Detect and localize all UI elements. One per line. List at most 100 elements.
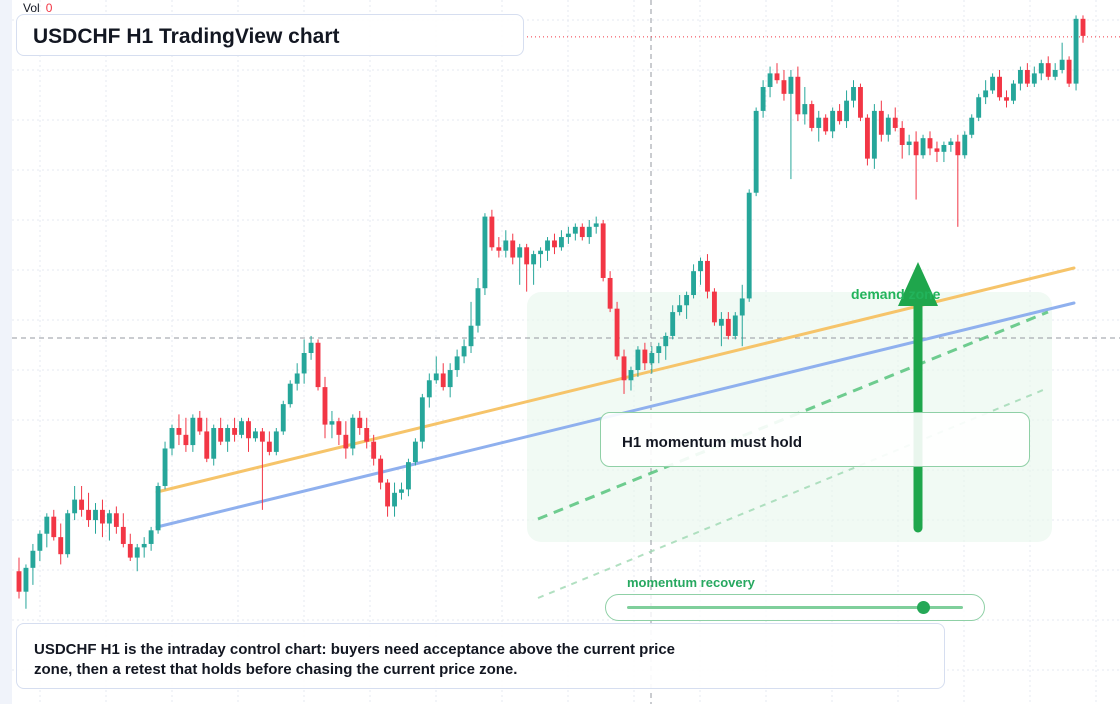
candle-body	[440, 373, 446, 388]
candle-body	[538, 250, 544, 255]
candle-body	[774, 73, 780, 81]
candle-body	[100, 509, 105, 524]
candle-body	[844, 100, 849, 122]
candle-body	[392, 492, 397, 507]
candle-body	[51, 516, 57, 538]
candle-body	[385, 482, 391, 507]
candle-body	[600, 223, 606, 278]
candle-body	[746, 192, 752, 299]
candle-body	[718, 318, 724, 326]
candle-body	[350, 417, 356, 449]
candle-body	[190, 417, 196, 446]
candle-body	[649, 353, 655, 364]
candle-body	[16, 571, 22, 592]
candle-body	[433, 373, 439, 381]
candle-body	[246, 421, 251, 439]
candle-body	[106, 513, 112, 524]
candle-body	[30, 550, 36, 568]
candle-body	[218, 428, 224, 442]
candle-body	[253, 431, 258, 439]
candle-body	[767, 73, 773, 88]
candle-body	[343, 434, 349, 449]
candle-body	[329, 421, 335, 425]
candle-body	[1045, 63, 1051, 77]
candle-body	[635, 349, 641, 371]
candle-body	[621, 356, 627, 381]
candle-body	[1031, 73, 1037, 84]
candle-body	[23, 567, 29, 592]
candle-body	[524, 247, 530, 265]
candle-body	[1004, 97, 1009, 101]
candle-body	[176, 428, 182, 435]
candle-body	[273, 431, 279, 452]
candle-body	[482, 216, 488, 289]
vol-value: 0	[45, 1, 53, 15]
candle-body	[259, 431, 265, 442]
candle-body	[426, 380, 432, 398]
candle-body	[79, 499, 85, 510]
candle-body	[753, 110, 759, 193]
candle-body	[225, 428, 231, 442]
candle-body	[447, 370, 453, 388]
candle-body	[204, 431, 210, 459]
candle-body	[378, 458, 384, 483]
candle-body	[816, 117, 822, 128]
candle-body	[851, 87, 856, 101]
title-panel: USDCHF H1 TradingView chart	[16, 14, 524, 56]
candle-body	[788, 76, 794, 94]
candle-body	[287, 383, 293, 405]
candle-body	[86, 509, 91, 521]
candle-body	[503, 240, 509, 251]
candle-body	[565, 233, 571, 238]
candle-body	[698, 260, 703, 272]
candle-body	[468, 325, 474, 347]
momentum-knob[interactable]	[916, 601, 930, 614]
candle-body	[614, 308, 620, 357]
footer-panel: USDCHF H1 is the intraday control chart:…	[16, 623, 945, 689]
candle-body	[475, 288, 481, 326]
candle-body	[934, 148, 940, 152]
candle-body	[72, 499, 78, 514]
candle-body	[169, 428, 175, 449]
candle-body	[1024, 69, 1030, 84]
momentum-slider[interactable]	[605, 594, 985, 621]
candle-body	[239, 421, 244, 435]
candle-body	[823, 117, 829, 132]
candle-body	[148, 530, 154, 544]
candle-body	[454, 356, 460, 371]
candle-body	[684, 295, 690, 306]
callout-box: H1 momentum must hold	[600, 412, 1030, 467]
candle-body	[545, 240, 550, 251]
candle-body	[371, 441, 377, 459]
candle-body	[593, 223, 599, 227]
candle-body	[976, 97, 982, 118]
candle-body	[232, 428, 238, 435]
candle-body	[1011, 83, 1016, 101]
arrow-head	[898, 262, 938, 306]
candle-body	[809, 104, 815, 128]
candle-body	[406, 462, 411, 490]
candle-body	[399, 489, 404, 493]
candle-body	[412, 441, 418, 463]
candle-body	[322, 387, 328, 425]
candle-body	[183, 434, 189, 446]
candle-body	[732, 315, 738, 336]
candle-body	[558, 237, 564, 248]
candle-body	[920, 138, 926, 156]
chart-title: USDCHF H1 TradingView chart	[33, 25, 340, 48]
candle-body	[837, 110, 843, 122]
vol-label: Vol	[23, 1, 40, 15]
candle-body	[496, 247, 502, 251]
candle-body	[308, 342, 314, 353]
candle-body	[93, 509, 98, 521]
candle-body	[572, 226, 578, 234]
candle-body	[419, 397, 425, 442]
candle-body	[280, 404, 286, 432]
candle-body	[1052, 69, 1058, 77]
momentum-label: momentum recovery	[627, 575, 755, 590]
candle-body	[510, 240, 516, 258]
candle-body	[579, 226, 585, 238]
momentum-track-bar	[627, 606, 963, 609]
candle-body	[941, 144, 947, 152]
candle-body	[531, 254, 537, 265]
